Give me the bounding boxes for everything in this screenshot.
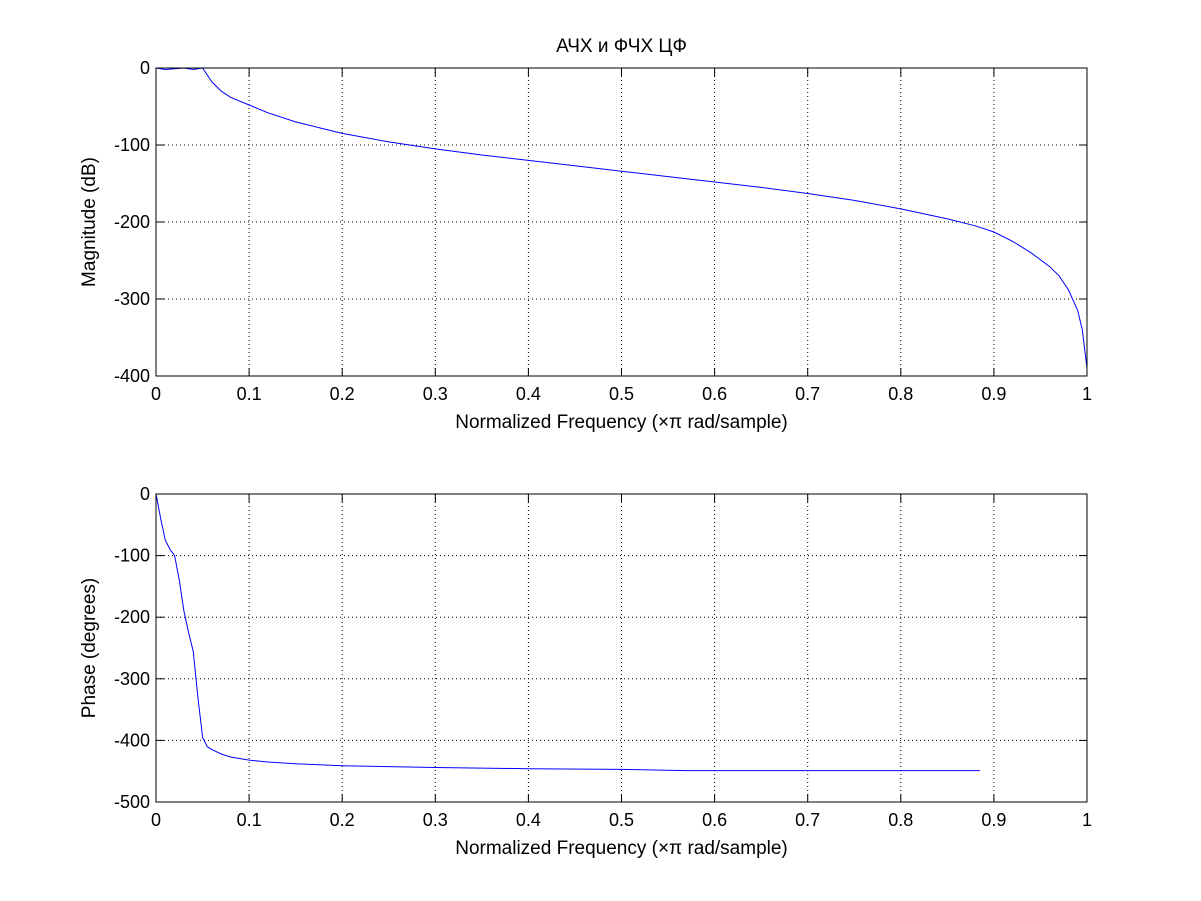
phase-plot: 0 0.1 0.2 0.3 0.4 0.5 0.6 0.7 0.8 0.9 1 -500 -400 -30… [79,484,1092,859]
x-tick-label: 0.9 [981,384,1006,404]
x-tick-label: 1 [1082,810,1092,830]
x-tick-label: 0.6 [702,810,727,830]
magnitude-plot: 0 0.1 0.2 0.3 0.4 0.5 0.6 0.7 0.8 0.9 1 -400 -300 -20… [79,36,1092,433]
x-tick-label: 0.2 [330,810,355,830]
x-tick-label: 0.4 [516,384,541,404]
y-tick-label: 0 [140,484,150,504]
x-tick-label: 0.5 [609,810,634,830]
x-tick-label: 0.4 [516,810,541,830]
y-axis-label: Magnitude (dB) [79,157,100,287]
x-tick-label: 0.6 [702,384,727,404]
x-tick-label: 0.1 [237,810,262,830]
x-tick-label: 0.3 [423,810,448,830]
y-tick-label: -300 [114,669,150,689]
series-line [155,493,980,772]
plot-area [156,494,1087,802]
y-tick-label: -100 [114,546,150,566]
x-tick-label: 0.8 [888,384,913,404]
chart-title: АЧХ и ФЧХ ЦФ [556,36,687,57]
x-axis-label: Normalized Frequency (×π rad/sample) [455,838,788,859]
x-tick-label: 0.9 [981,810,1006,830]
x-tick-label: 0.3 [423,384,448,404]
y-tick-label: -400 [114,730,150,750]
plot-area [156,68,1087,376]
y-tick-label: -500 [114,792,150,812]
x-tick-label: 0.7 [795,384,820,404]
x-tick-label: 1 [1082,384,1092,404]
x-tick-label: 0.7 [795,810,820,830]
x-tick-label: 0 [151,810,161,830]
x-tick-label: 0 [151,384,161,404]
y-tick-label: -200 [114,607,150,627]
x-tick-label: 0.1 [237,384,262,404]
x-tick-label: 0.2 [330,384,355,404]
x-tick-label: 0.5 [609,384,634,404]
x-tick-label: 0.8 [888,810,913,830]
y-tick-label: -100 [114,135,150,155]
y-tick-label: -400 [114,366,150,386]
y-tick-label: -200 [114,212,150,232]
x-axis-label: Normalized Frequency (×π rad/sample) [455,412,788,433]
y-axis-label: Phase (degrees) [79,578,100,718]
y-tick-label: 0 [140,58,150,78]
y-tick-label: -300 [114,289,150,309]
